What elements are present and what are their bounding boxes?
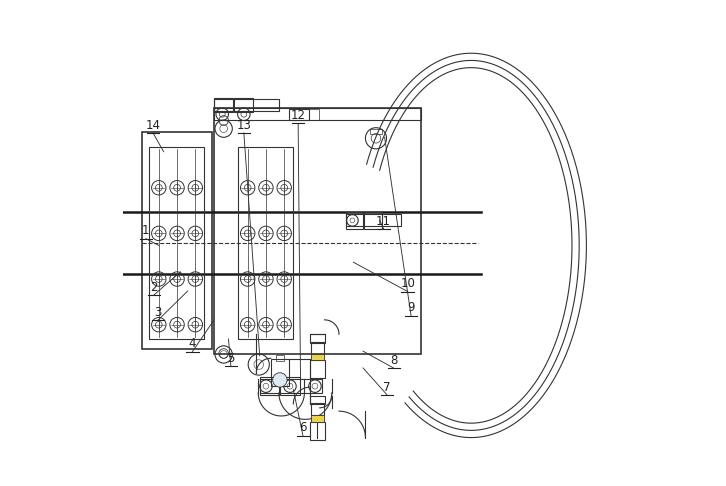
Bar xyxy=(260,377,279,395)
Bar xyxy=(310,360,325,379)
Bar xyxy=(234,98,253,112)
Bar xyxy=(214,98,233,112)
Text: 10: 10 xyxy=(400,278,415,290)
Bar xyxy=(142,133,212,348)
Text: 8: 8 xyxy=(391,354,398,367)
Bar xyxy=(370,129,382,134)
Bar xyxy=(346,212,364,228)
Text: 11: 11 xyxy=(376,215,391,228)
Bar xyxy=(346,214,401,226)
Text: 3: 3 xyxy=(154,306,162,319)
Bar xyxy=(238,147,293,339)
Bar xyxy=(311,403,324,415)
Bar xyxy=(288,109,309,120)
Bar xyxy=(260,380,322,393)
Text: 5: 5 xyxy=(227,352,234,365)
Bar xyxy=(150,147,205,339)
Text: 9: 9 xyxy=(407,301,415,314)
Bar xyxy=(214,108,420,121)
Bar xyxy=(310,334,325,343)
Bar xyxy=(311,342,324,353)
Bar xyxy=(310,422,325,440)
Bar xyxy=(311,415,324,422)
Text: 1: 1 xyxy=(142,225,150,238)
Bar xyxy=(271,359,289,386)
Text: 4: 4 xyxy=(189,337,196,350)
Bar xyxy=(280,377,300,395)
Text: 6: 6 xyxy=(299,421,306,434)
Bar xyxy=(214,108,420,353)
Text: 7: 7 xyxy=(383,381,391,394)
Bar xyxy=(214,99,279,111)
Text: 2: 2 xyxy=(150,281,158,294)
Text: 14: 14 xyxy=(145,119,160,132)
Text: 13: 13 xyxy=(237,119,251,132)
Bar xyxy=(311,353,324,360)
Text: 12: 12 xyxy=(290,109,306,122)
Bar xyxy=(364,212,382,228)
Bar xyxy=(310,396,325,404)
Circle shape xyxy=(273,373,287,387)
Bar xyxy=(276,355,284,361)
Bar xyxy=(309,109,319,120)
